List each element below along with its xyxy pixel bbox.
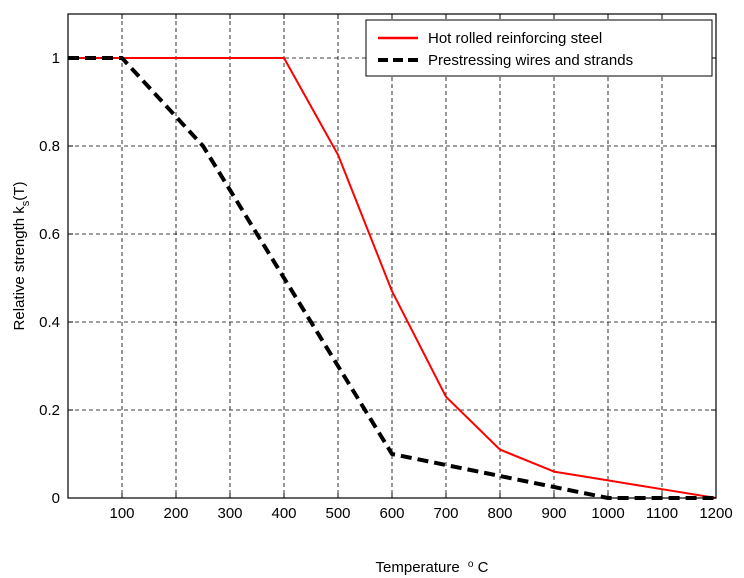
x-tick-label-300: 300 [217,505,242,522]
x-axis-unit-letter: C [478,559,489,576]
y-tick-label-0.2: 0.2 [39,402,60,419]
legend: Hot rolled reinforcing steel Prestressing… [365,19,713,77]
series-line-1 [68,57,717,499]
x-tick-label-1200: 1200 [699,505,732,522]
y-tick-label-0.8: 0.8 [39,138,60,155]
x-axis-unit-degree: o [468,559,474,570]
y-tick-label-0: 0 [52,490,60,507]
x-tick-label-200: 200 [163,505,188,522]
series-line-2 [68,56,716,500]
x-tick-label-900: 900 [541,505,566,522]
grid-lines [68,14,716,498]
legend-box [365,19,713,77]
y-tick-label-0.4: 0.4 [39,314,60,331]
axis-ticks: 100 200 300 400 500 600 700 800 900 1000 1100 1200 0… [39,14,733,522]
x-tick-label-500: 500 [325,505,350,522]
y-tick-label-0.6: 0.6 [39,226,60,243]
x-tick-label-100: 100 [109,505,134,522]
x-tick-label-800: 800 [487,505,512,522]
x-axis-label: Temperature o C [376,554,489,576]
x-tick-label-1000: 1000 [591,505,624,522]
legend-label-1: Hot rolled reinforcing steel [428,30,602,47]
legend-label-2: Prestressing wires and strands [428,52,633,69]
x-tick-label-700: 700 [433,505,458,522]
x-tick-label-400: 400 [271,505,296,522]
y-axis-label: Relative strength ks(T) [11,182,32,331]
x-tick-label-1100: 1100 [646,505,678,522]
y-tick-label-1: 1 [52,50,60,67]
x-tick-label-600: 600 [379,505,404,522]
series-lines [68,56,717,500]
